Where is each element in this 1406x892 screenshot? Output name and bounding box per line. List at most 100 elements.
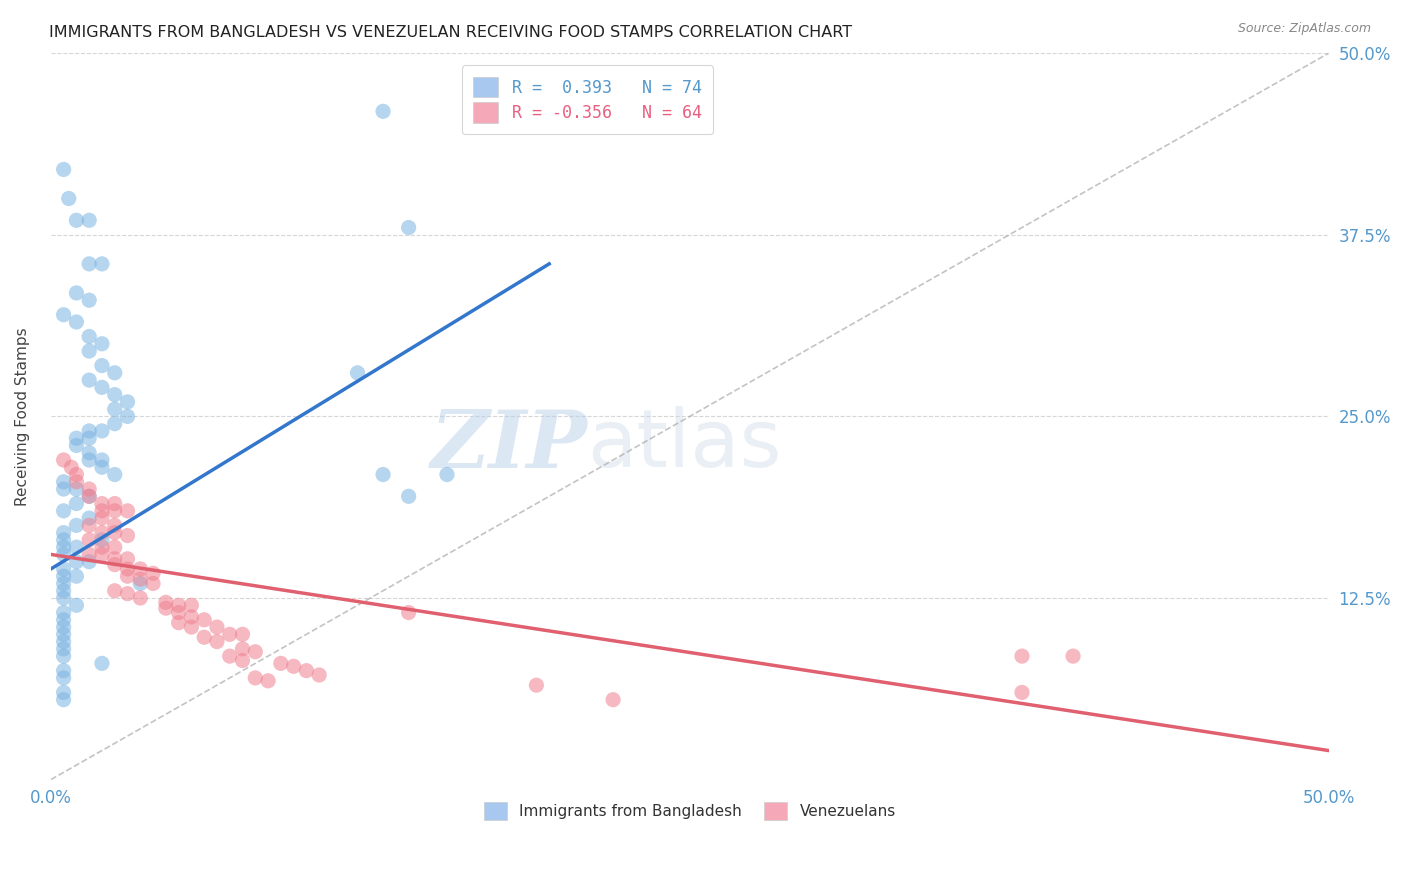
Point xyxy=(257,673,280,688)
Point xyxy=(91,336,114,351)
Point xyxy=(91,380,114,394)
Point xyxy=(117,504,139,518)
Point xyxy=(58,192,80,206)
Point xyxy=(77,482,100,496)
Point xyxy=(52,504,75,518)
Point xyxy=(52,692,75,706)
Point xyxy=(65,315,87,329)
Point xyxy=(65,438,87,452)
Point xyxy=(52,533,75,547)
Point xyxy=(104,417,127,431)
Point xyxy=(129,572,152,586)
Point xyxy=(205,620,228,634)
Point xyxy=(398,220,420,235)
Point xyxy=(104,387,127,401)
Point xyxy=(65,431,87,445)
Point xyxy=(117,587,139,601)
Point xyxy=(77,431,100,445)
Point xyxy=(231,653,253,667)
Point xyxy=(52,606,75,620)
Point xyxy=(77,511,100,525)
Point xyxy=(91,548,114,562)
Point xyxy=(245,645,267,659)
Point xyxy=(65,475,87,489)
Point xyxy=(65,569,87,583)
Point xyxy=(65,497,87,511)
Point xyxy=(180,620,202,634)
Point xyxy=(52,482,75,496)
Point xyxy=(52,308,75,322)
Point xyxy=(104,497,127,511)
Point xyxy=(104,504,127,518)
Point xyxy=(77,489,100,503)
Point xyxy=(104,467,127,482)
Point xyxy=(142,576,165,591)
Point xyxy=(104,583,127,598)
Point xyxy=(398,489,420,503)
Point xyxy=(104,551,127,566)
Point xyxy=(155,595,177,609)
Y-axis label: Receiving Food Stamps: Receiving Food Stamps xyxy=(15,327,30,506)
Text: atlas: atlas xyxy=(588,407,782,484)
Point xyxy=(270,657,292,671)
Point xyxy=(52,453,75,467)
Point xyxy=(52,540,75,554)
Point xyxy=(245,671,267,685)
Point xyxy=(77,293,100,308)
Point xyxy=(91,525,114,540)
Text: ZIP: ZIP xyxy=(430,407,588,484)
Point xyxy=(77,518,100,533)
Point xyxy=(77,213,100,227)
Point xyxy=(77,329,100,343)
Point xyxy=(104,518,127,533)
Point xyxy=(91,504,114,518)
Point xyxy=(52,641,75,656)
Point xyxy=(65,555,87,569)
Point xyxy=(180,610,202,624)
Point xyxy=(1011,685,1033,699)
Point xyxy=(65,285,87,300)
Point xyxy=(52,562,75,576)
Point xyxy=(129,591,152,605)
Point xyxy=(91,511,114,525)
Point xyxy=(1062,649,1084,664)
Point xyxy=(346,366,368,380)
Point xyxy=(65,482,87,496)
Point xyxy=(52,685,75,699)
Point xyxy=(52,613,75,627)
Point xyxy=(65,518,87,533)
Point xyxy=(117,551,139,566)
Text: IMMIGRANTS FROM BANGLADESH VS VENEZUELAN RECEIVING FOOD STAMPS CORRELATION CHART: IMMIGRANTS FROM BANGLADESH VS VENEZUELAN… xyxy=(49,25,852,40)
Point xyxy=(52,576,75,591)
Point xyxy=(104,558,127,572)
Point xyxy=(65,467,87,482)
Point xyxy=(91,359,114,373)
Point xyxy=(52,591,75,605)
Point xyxy=(129,562,152,576)
Point xyxy=(60,460,83,475)
Point xyxy=(104,402,127,417)
Point xyxy=(371,467,394,482)
Point xyxy=(104,525,127,540)
Point xyxy=(231,627,253,641)
Point xyxy=(77,548,100,562)
Point xyxy=(52,664,75,678)
Point xyxy=(602,692,624,706)
Point xyxy=(77,555,100,569)
Point xyxy=(117,569,139,583)
Point xyxy=(52,569,75,583)
Point xyxy=(77,446,100,460)
Point xyxy=(52,627,75,641)
Point xyxy=(65,213,87,227)
Point xyxy=(193,613,215,627)
Point xyxy=(117,395,139,409)
Point xyxy=(91,497,114,511)
Point xyxy=(52,548,75,562)
Point xyxy=(91,424,114,438)
Point xyxy=(52,475,75,489)
Point xyxy=(104,366,127,380)
Point xyxy=(117,562,139,576)
Point xyxy=(193,630,215,644)
Point xyxy=(52,671,75,685)
Point xyxy=(526,678,548,692)
